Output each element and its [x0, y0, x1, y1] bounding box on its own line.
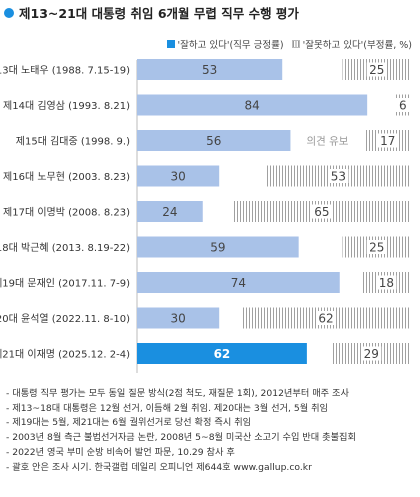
- positive-bar: [137, 236, 299, 258]
- legend-negative-label: '잘못하고 있다'(부정률, %): [302, 40, 412, 51]
- negative-value-label: 65: [314, 205, 329, 219]
- negative-value-label: 6: [399, 99, 407, 113]
- positive-value-label: 59: [210, 241, 225, 255]
- positive-bar: [137, 165, 220, 187]
- positive-bar: [137, 94, 368, 116]
- positive-value-label: 62: [214, 347, 231, 361]
- category-label: 제17대 이명박 (2008. 8.23): [3, 207, 130, 219]
- footnote: - 2003년 8월 측근 불법선거자금 논란, 2008년 5~8월 미국산 …: [6, 432, 356, 444]
- category-label: 제13대 노태우 (1988. 7.15-19): [0, 65, 130, 77]
- category-label: 제19대 문재인 (2017.11. 7-9): [0, 278, 130, 290]
- negative-label-bg: [366, 240, 387, 254]
- footnote: - 제13~18대 대통령은 12월 선거, 이듬해 2월 취임. 제20대는 …: [6, 402, 328, 414]
- positive-value-label: 30: [170, 312, 185, 326]
- category-label: 제18대 박근혜 (2013. 8.19-22): [0, 242, 130, 254]
- negative-label-bg: [376, 275, 397, 290]
- legend-positive-label: '잘하고 있다'(직무 긍정률): [177, 40, 284, 51]
- negative-label-bg: [392, 98, 413, 112]
- negative-value-label: 25: [369, 63, 384, 77]
- chart-title: 제13~21대 대통령 취임 6개월 무렵 직무 수행 평가: [4, 3, 299, 22]
- positive-bar: [137, 343, 307, 364]
- category-label: 제14대 김영삼 (1993. 8.21): [3, 100, 130, 112]
- footnotes: - 대통령 직무 평가는 모두 동일 질문 방식(2점 척도, 재질문 1회),…: [6, 387, 356, 475]
- category-label: 제16대 노무현 (2003. 8.23): [3, 171, 130, 183]
- footnote: - 괄호 안은 조사 시기. 한국갤럽 데일리 오피니언 제644호 www.g…: [6, 461, 312, 473]
- category-label: 제21대 이재명 (2025.12. 2-4): [0, 349, 130, 361]
- positive-bar: [137, 307, 220, 329]
- positive-value-label: 30: [170, 170, 185, 184]
- negative-value-label: 25: [369, 241, 384, 255]
- positive-bar: [137, 59, 283, 80]
- negative-value-label: 29: [364, 347, 379, 361]
- positive-value-label: 74: [231, 276, 246, 290]
- chart-title-text: 제13~21대 대통령 취임 6개월 무렵 직무 수행 평가: [19, 6, 299, 21]
- negative-label-bg: [316, 311, 337, 325]
- positive-bar: [137, 201, 203, 222]
- negative-value-label: 62: [318, 312, 333, 326]
- positive-value-label: 53: [202, 63, 217, 77]
- legend-negative-swatch: [291, 40, 300, 48]
- negative-label-bg: [311, 204, 332, 219]
- footnote: - 대통령 직무 평가는 모두 동일 질문 방식(2점 척도, 재질문 1회),…: [6, 388, 349, 399]
- negative-value-label: 53: [331, 170, 346, 184]
- negative-label-bg: [366, 62, 387, 77]
- category-label: 제15대 김대중 (1998. 9.): [16, 136, 130, 148]
- footnote: - 제19대는 5월, 제21대는 6월 궐위선거로 당선 확정 즉시 취임: [6, 417, 252, 429]
- legend-positive-swatch: [166, 40, 175, 48]
- positive-value-label: 24: [162, 205, 177, 219]
- title-bullet-icon: [4, 7, 14, 18]
- category-label: 제20대 윤석열 (2022.11. 8-10): [0, 313, 130, 325]
- footnote: - 2022년 영국 부미 순방 비속어 발언 파문, 10.29 참사 후: [6, 446, 235, 458]
- no-opinion-label: 의견 유보: [306, 136, 348, 148]
- negative-label-bg: [328, 169, 349, 183]
- positive-value-label: 84: [244, 99, 259, 113]
- negative-value-label: 18: [379, 276, 394, 290]
- positive-bar: [137, 130, 291, 151]
- legend: '잘하고 있다'(직무 긍정률) '잘못하고 있다'(부정률, %): [159, 37, 412, 51]
- negative-label-bg: [377, 133, 398, 148]
- positive-value-label: 56: [206, 134, 221, 148]
- positive-bar: [137, 272, 340, 293]
- negative-label-bg: [361, 346, 382, 361]
- negative-value-label: 17: [380, 134, 395, 148]
